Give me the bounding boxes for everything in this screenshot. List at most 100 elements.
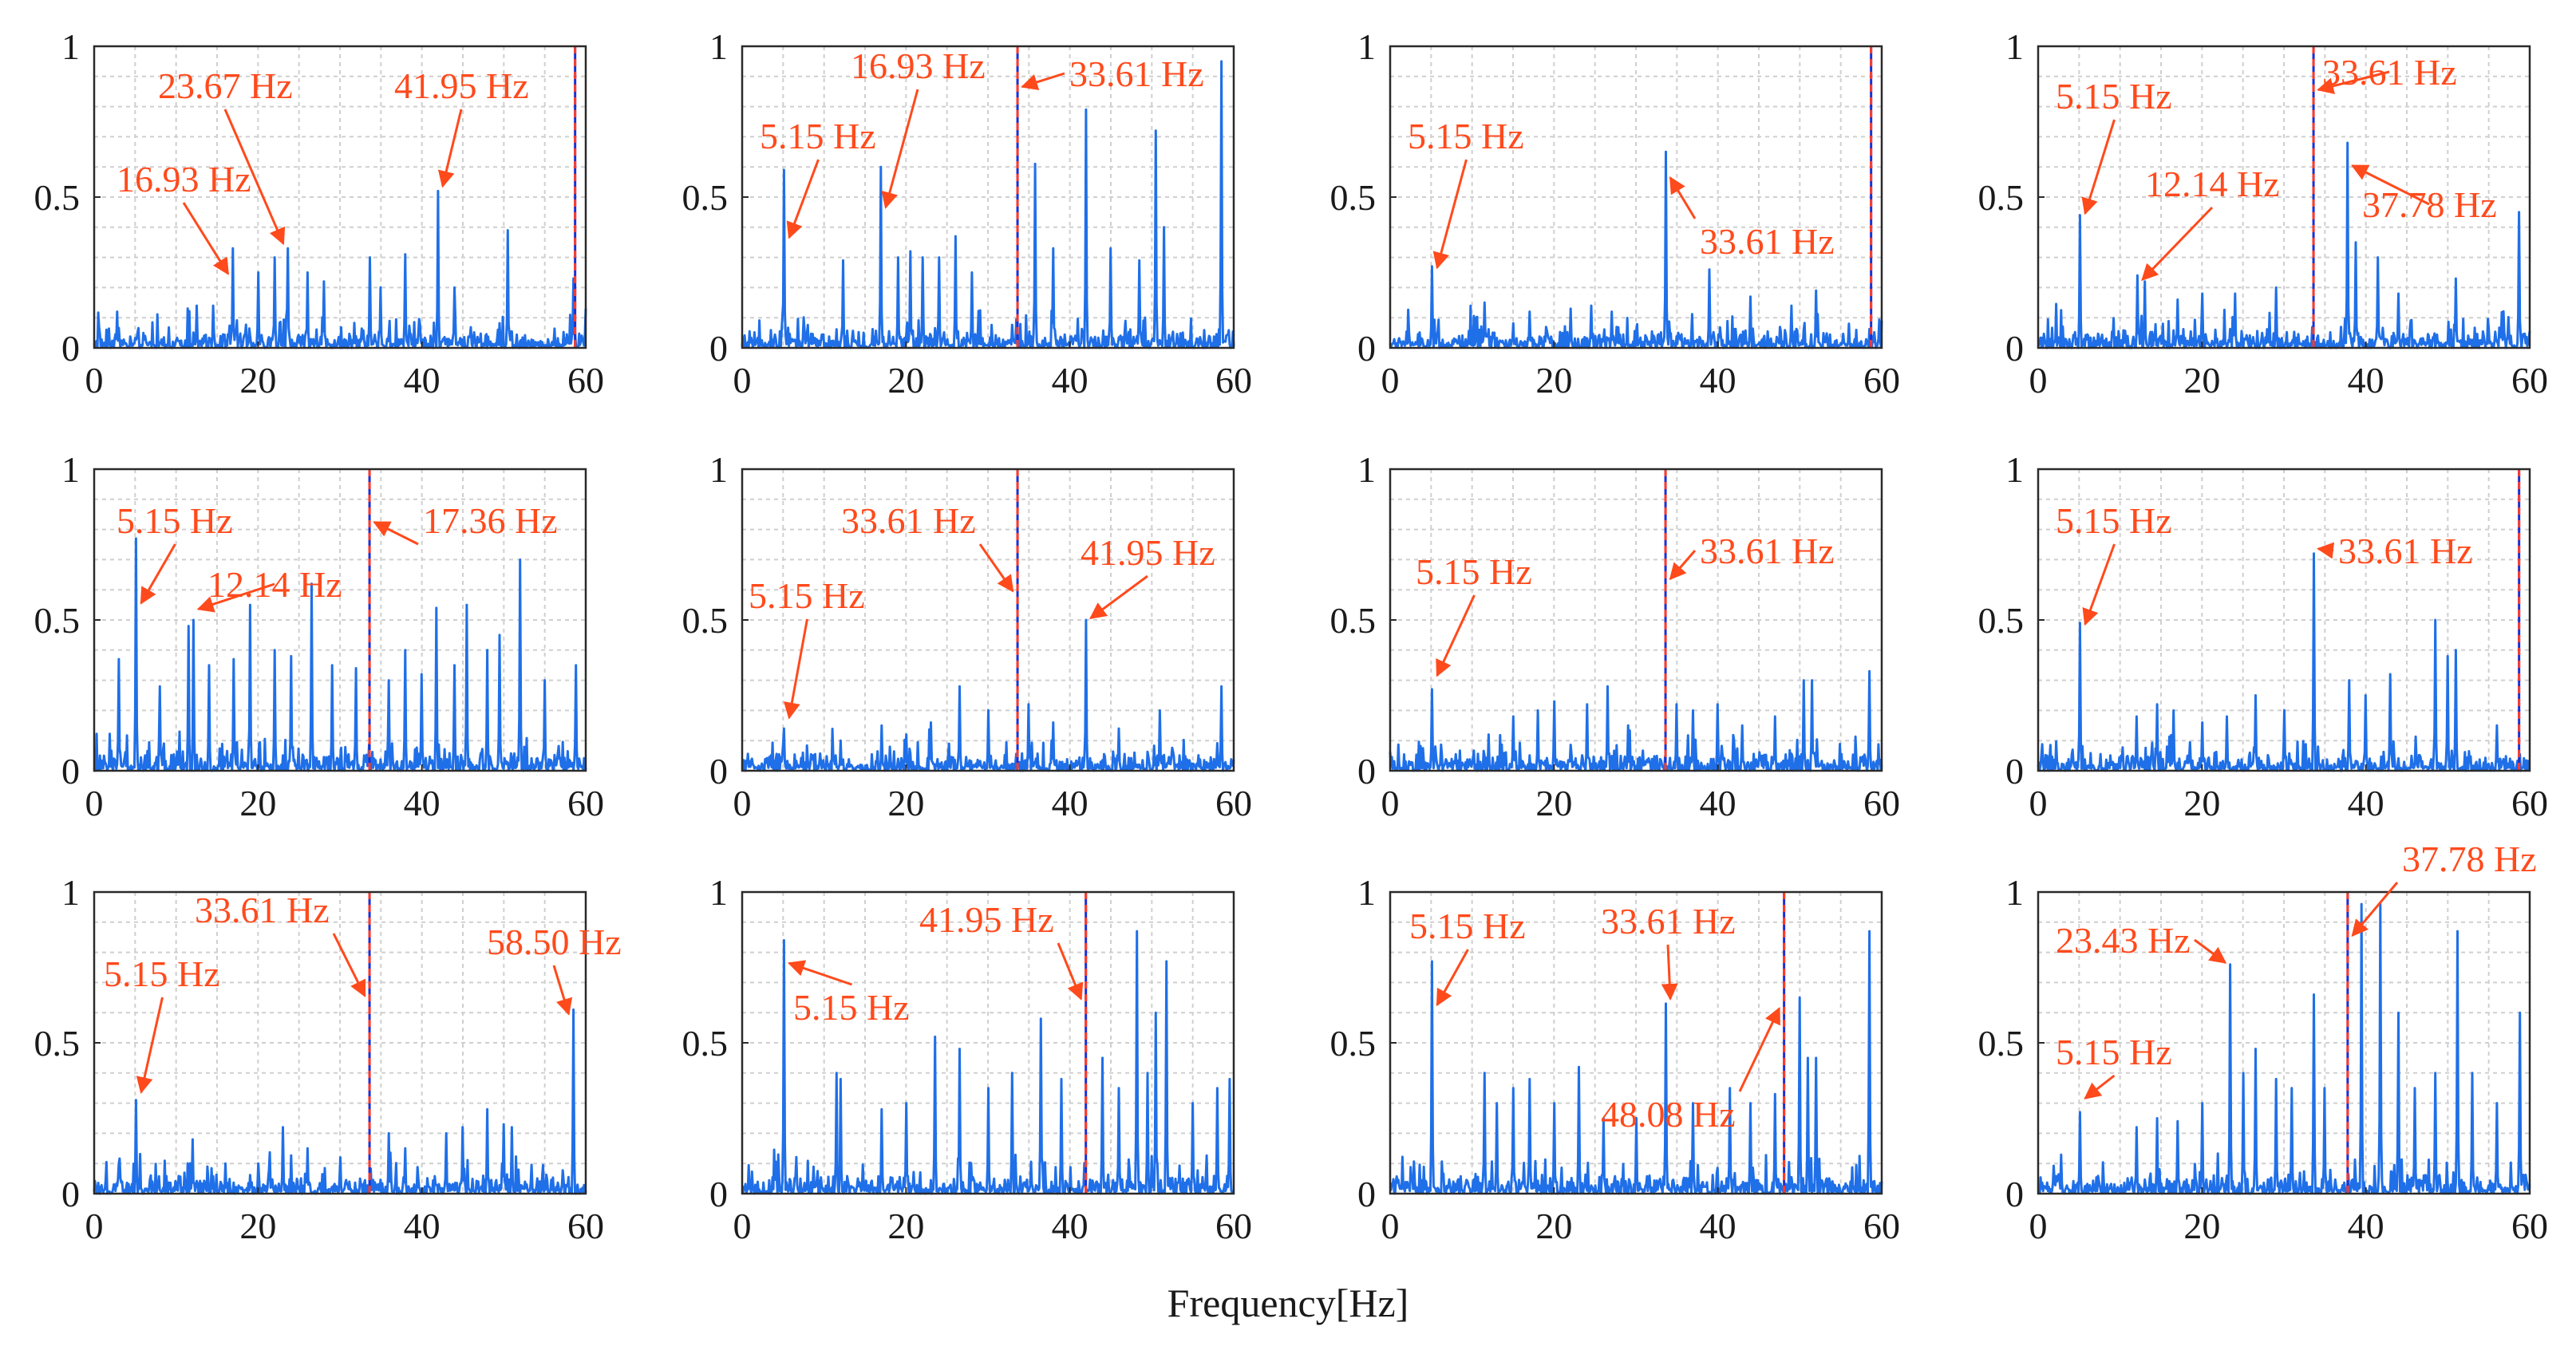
annotation-arrow	[1436, 594, 1476, 677]
x-tick-label: 60	[567, 360, 604, 401]
x-tick-label: 20	[887, 783, 924, 823]
annotation-label: 58.50 Hz	[487, 922, 622, 962]
annotation-arrow	[1669, 176, 1697, 219]
spectrum-line	[1389, 930, 1883, 1195]
annotation-label: 16.93 Hz	[851, 45, 986, 86]
x-tick-label: 40	[1052, 783, 1088, 823]
annotation-label: 41.95 Hz	[394, 65, 529, 106]
x-tick-label: 20	[1535, 360, 1572, 401]
panel-2: 0 20 40 60 0 0.5 1 5.15 Hz 16.93 Hz 33.61 Hz	[682, 26, 1253, 401]
x-tick-label: 60	[567, 783, 604, 823]
spectrum-line	[93, 537, 587, 772]
x-tick-label: 60	[1863, 360, 1900, 401]
panel-4: 0 20 40 60 0 0.5 1 5.15 Hz 12.14 Hz 33.61 Hz 37.78…	[1978, 26, 2549, 401]
x-tick-label: 40	[1700, 783, 1736, 823]
annotation-label: 37.78 Hz	[2402, 839, 2537, 879]
annotation-arrow	[881, 89, 919, 209]
y-tick-label: 0	[1357, 328, 1376, 369]
panel-6: 0 20 40 60 0 0.5 1 5.15 Hz 33.61 Hz 41.95 Hz	[682, 449, 1253, 823]
x-tick-label: 40	[404, 1206, 441, 1246]
spectrum-line	[2037, 552, 2531, 772]
annotation-arrow	[140, 543, 176, 605]
annotation-arrow	[1432, 159, 1468, 270]
y-tick-label: 0.5	[682, 600, 729, 641]
annotation-label: 41.95 Hz	[1081, 532, 1215, 573]
x-tick-label: 0	[2029, 360, 2048, 401]
x-tick-label: 40	[1052, 360, 1088, 401]
annotation-arrow	[136, 997, 164, 1095]
annotation-arrow	[2317, 70, 2390, 95]
spectrum-line	[741, 618, 1235, 772]
annotation-label: 23.67 Hz	[158, 65, 293, 106]
x-tick-label: 0	[733, 783, 752, 823]
y-tick-label: 0	[2005, 751, 2024, 791]
y-tick-label: 1	[61, 872, 80, 913]
y-tick-label: 1	[61, 449, 80, 490]
y-tick-label: 0	[61, 751, 80, 791]
x-tick-label: 0	[85, 1206, 104, 1246]
annotation-label: 23.43 Hz	[2056, 920, 2191, 961]
x-tick-label: 40	[404, 360, 441, 401]
x-tick-label: 20	[1535, 783, 1572, 823]
annotation-label: 33.61 Hz	[2322, 52, 2457, 93]
annotation-arrow	[786, 159, 820, 239]
annotation-label: 12.14 Hz	[2145, 164, 2280, 204]
annotation-label: 5.15 Hz	[117, 500, 233, 541]
annotation-label: 41.95 Hz	[919, 899, 1054, 940]
annotation-label: 5.15 Hz	[1416, 551, 1532, 592]
x-tick-label: 40	[1700, 1206, 1736, 1246]
panel-3: 0 20 40 60 0 0.5 1 5.15 Hz 33.61 Hz	[1330, 26, 1901, 401]
x-tick-label: 40	[1052, 1206, 1088, 1246]
annotation-label: 17.36 Hz	[423, 500, 558, 541]
annotation-label: 33.61 Hz	[1069, 53, 1204, 94]
spectrum-line	[1389, 669, 1883, 772]
annotation-label: 5.15 Hz	[104, 953, 220, 994]
x-tick-label: 60	[2511, 1206, 2548, 1246]
annotation-label: 5.15 Hz	[760, 116, 876, 156]
panel-10: 0 20 40 60 0 0.5 1 5.15 Hz 41.95 Hz	[682, 872, 1253, 1246]
y-tick-label: 0	[709, 328, 728, 369]
annotation-arrow	[2141, 206, 2214, 282]
x-tick-label: 20	[2183, 360, 2220, 401]
x-tick-label: 40	[2348, 1206, 2384, 1246]
annotation-arrow	[783, 618, 808, 720]
panel-8: 0 20 40 60 0 0.5 1 5.15 Hz 33.61 Hz	[1978, 449, 2549, 823]
y-tick-label: 1	[2005, 26, 2024, 67]
x-tick-label: 40	[1700, 360, 1736, 401]
y-tick-label: 0.5	[1330, 1023, 1377, 1064]
spectrum-line	[93, 189, 587, 349]
y-tick-label: 0	[61, 1174, 80, 1214]
spectrum-line	[741, 60, 1235, 349]
x-tick-label: 0	[733, 1206, 752, 1246]
annotation-arrow	[182, 202, 230, 275]
y-tick-label: 0	[709, 1174, 728, 1214]
x-tick-label: 40	[404, 783, 441, 823]
x-tick-label: 20	[239, 1206, 276, 1246]
x-tick-label: 40	[2348, 360, 2384, 401]
annotation-arrow	[552, 965, 573, 1016]
x-tick-label: 20	[239, 783, 276, 823]
y-tick-label: 0	[2005, 328, 2024, 369]
annotation-arrow	[196, 582, 275, 613]
y-tick-label: 1	[2005, 449, 2024, 490]
x-tick-label: 20	[239, 360, 276, 401]
x-tick-label: 60	[1215, 783, 1252, 823]
y-tick-label: 1	[61, 26, 80, 67]
y-tick-label: 0.5	[1330, 600, 1377, 641]
y-tick-label: 0	[2005, 1174, 2024, 1214]
y-tick-label: 1	[709, 449, 728, 490]
annotation-arrow	[2082, 543, 2116, 626]
y-tick-label: 1	[709, 26, 728, 67]
y-tick-label: 1	[2005, 872, 2024, 913]
y-tick-label: 0.5	[1978, 1023, 2025, 1064]
y-tick-label: 0.5	[34, 177, 81, 218]
annotation-label: 48.08 Hz	[1601, 1094, 1736, 1135]
x-tick-label: 0	[2029, 783, 2048, 823]
annotation-arrow	[223, 109, 286, 246]
y-tick-label: 0.5	[1978, 600, 2025, 641]
annotation-arrow	[2084, 1074, 2116, 1099]
y-tick-label: 1	[1357, 872, 1376, 913]
annotation-arrow	[2351, 882, 2399, 938]
